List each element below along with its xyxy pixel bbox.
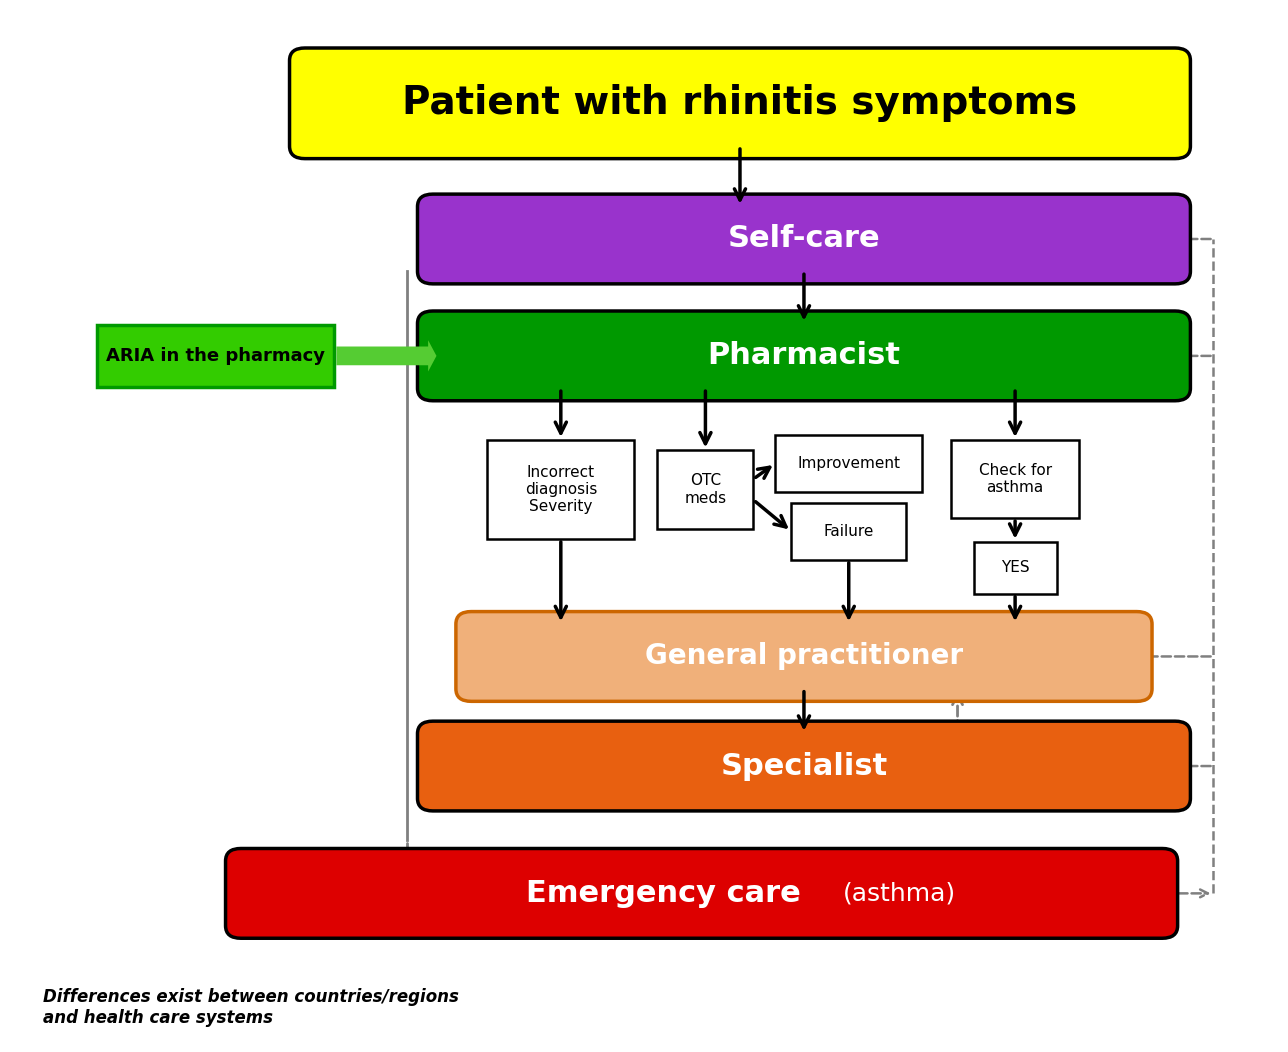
FancyBboxPatch shape	[775, 434, 922, 492]
FancyBboxPatch shape	[290, 48, 1190, 159]
Text: Incorrect
diagnosis
Severity: Incorrect diagnosis Severity	[524, 465, 598, 514]
Text: Check for
asthma: Check for asthma	[979, 463, 1052, 495]
FancyBboxPatch shape	[456, 611, 1151, 702]
Text: (asthma): (asthma)	[844, 882, 957, 906]
Text: General practitioner: General practitioner	[645, 643, 963, 670]
Text: Specialist: Specialist	[720, 751, 887, 781]
Text: ARIA in the pharmacy: ARIA in the pharmacy	[106, 347, 325, 365]
FancyBboxPatch shape	[974, 542, 1056, 593]
Text: YES: YES	[1001, 561, 1029, 575]
FancyBboxPatch shape	[951, 440, 1079, 519]
Text: Pharmacist: Pharmacist	[707, 342, 900, 370]
FancyBboxPatch shape	[487, 440, 635, 539]
FancyBboxPatch shape	[417, 722, 1190, 811]
FancyBboxPatch shape	[417, 311, 1190, 401]
FancyBboxPatch shape	[657, 450, 753, 528]
Text: Failure: Failure	[823, 524, 875, 539]
Text: Emergency care: Emergency care	[526, 878, 801, 908]
FancyBboxPatch shape	[97, 325, 334, 387]
Text: Differences exist between countries/regions
and health care systems: Differences exist between countries/regi…	[43, 988, 459, 1027]
FancyBboxPatch shape	[791, 503, 907, 560]
FancyBboxPatch shape	[225, 849, 1177, 938]
Text: OTC
meds: OTC meds	[684, 473, 726, 506]
Text: Improvement: Improvement	[797, 456, 900, 471]
Text: Patient with rhinitis symptoms: Patient with rhinitis symptoms	[402, 84, 1078, 122]
FancyBboxPatch shape	[417, 195, 1190, 284]
Text: Self-care: Self-care	[728, 224, 880, 254]
